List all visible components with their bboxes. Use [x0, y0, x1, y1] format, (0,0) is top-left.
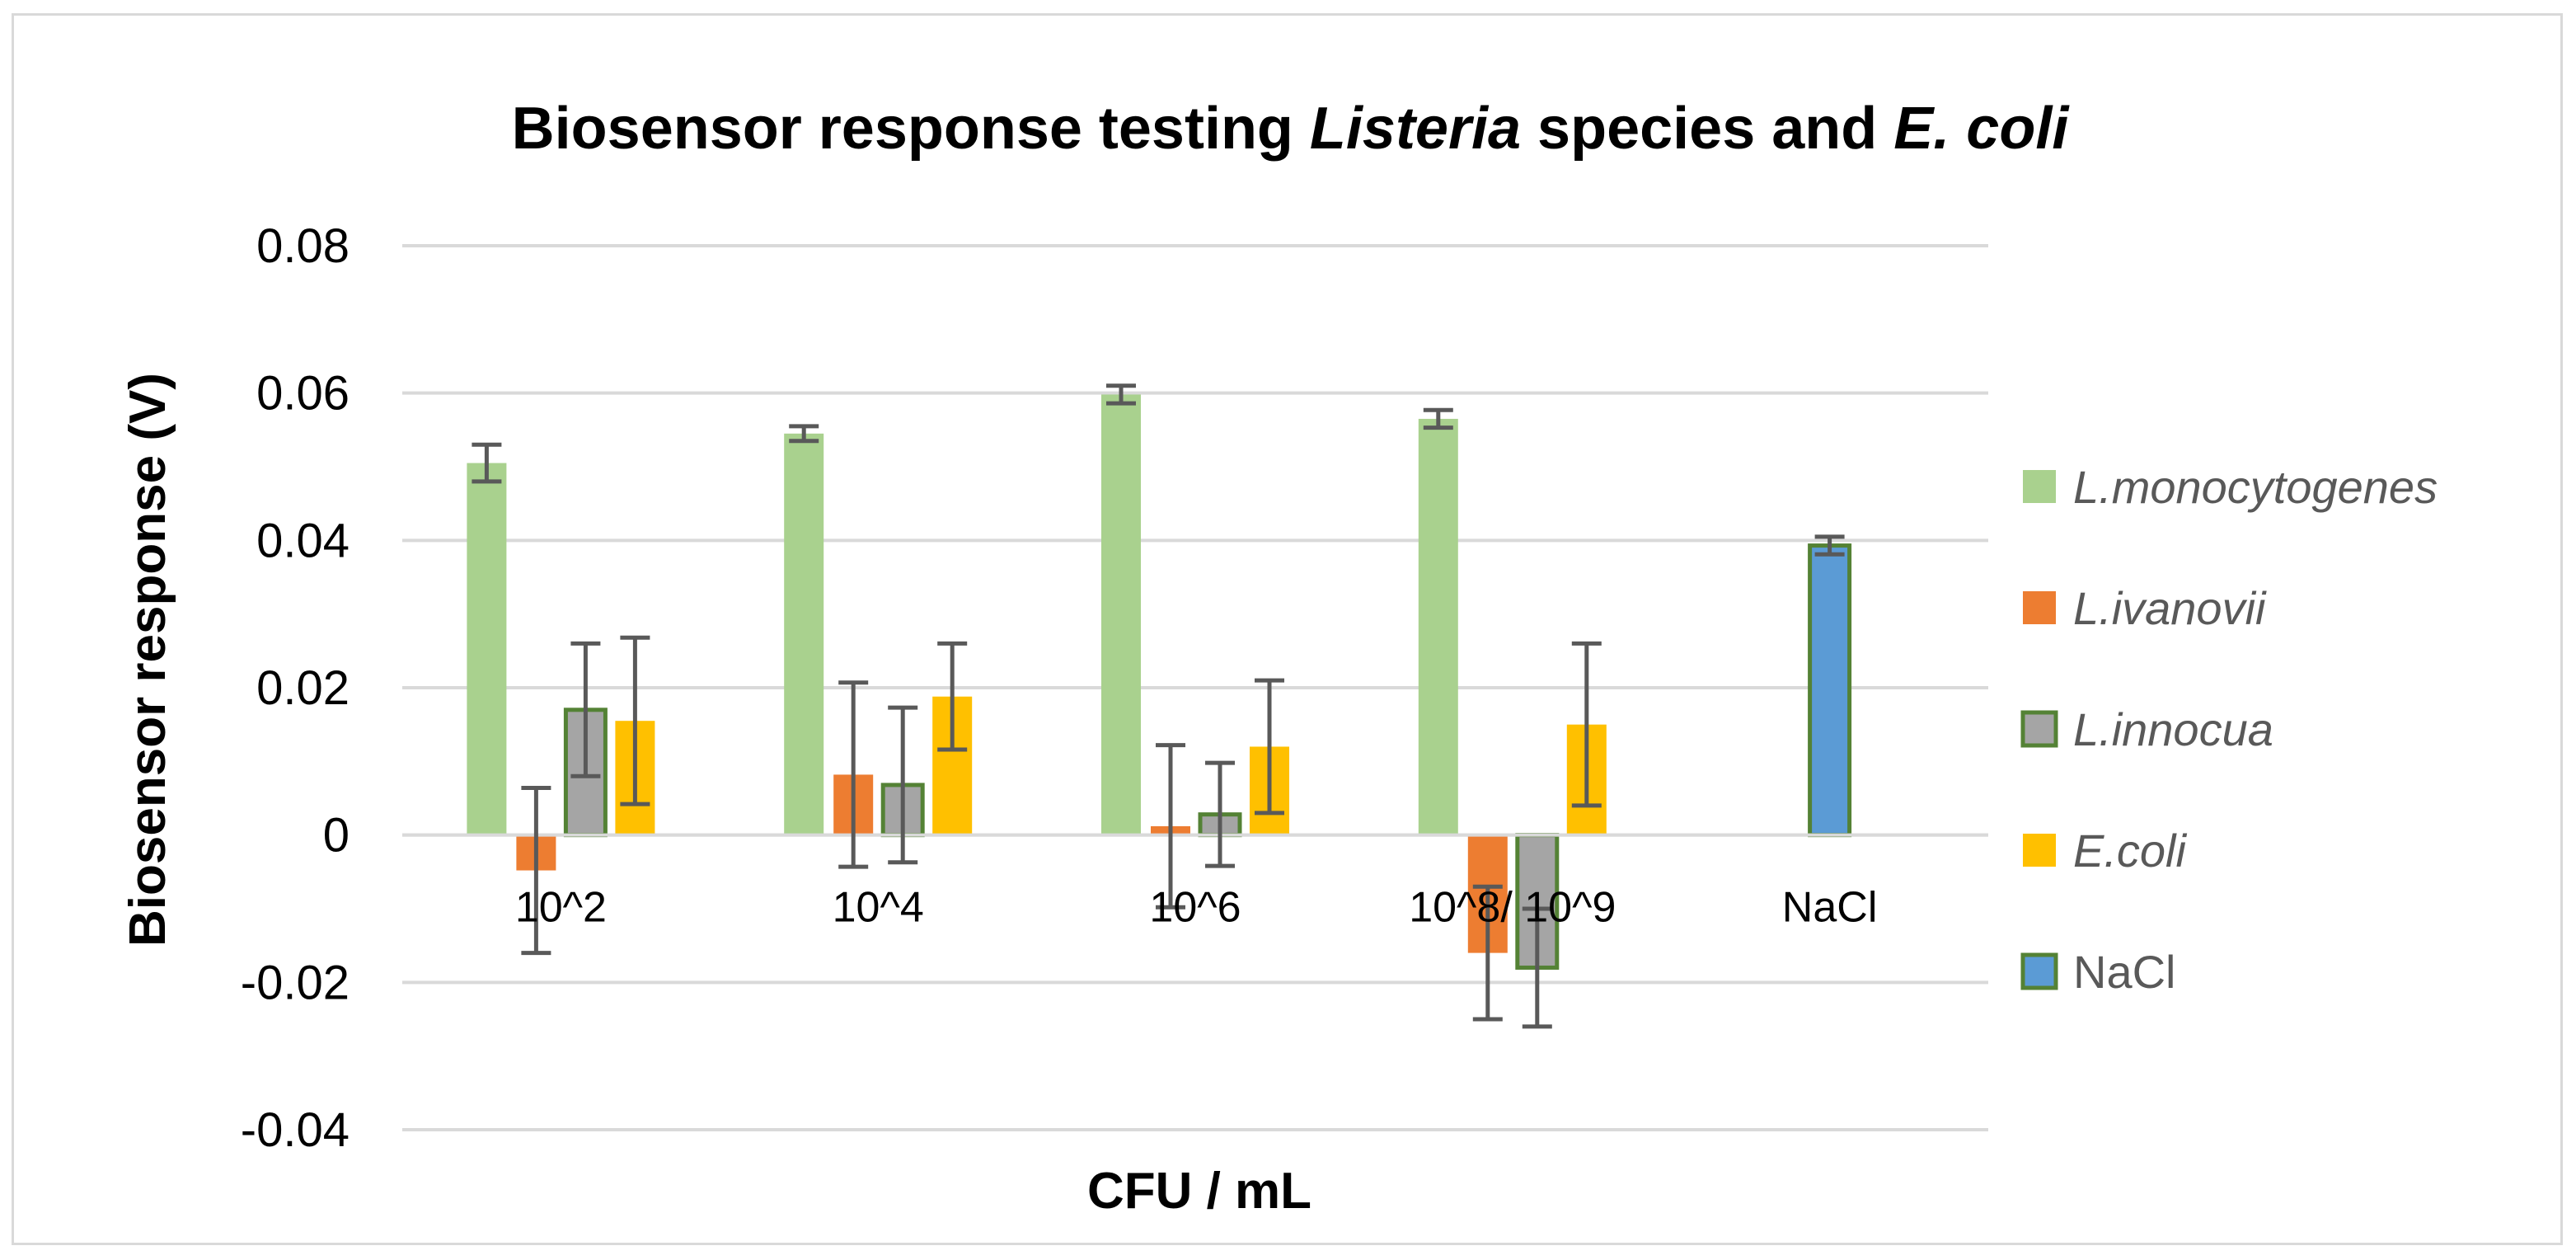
chart-title: Biosensor response testing Listeria spec… [512, 96, 2071, 162]
y-axis-ticks: -0.04 -0.02 0 0.02 0.04 0.06 0.08 [241, 219, 350, 1157]
bar-l-monocytogenes-3 [1418, 418, 1458, 835]
error-bar [838, 680, 869, 869]
error-bar [1814, 534, 1845, 557]
chart-frame [12, 13, 2563, 1245]
legend-swatch [2023, 591, 2056, 624]
error-bar [1522, 906, 1552, 1029]
legend-item-nacl: NaCl [2020, 946, 2175, 998]
y-tick-label: 0.08 [256, 219, 350, 273]
legend-swatch [2020, 710, 2058, 748]
error-bar [1156, 743, 1185, 910]
error-bar [1106, 383, 1136, 406]
legend-label: L.ivanovii [2073, 582, 2267, 634]
x-category-label: NaCl [1782, 884, 1878, 932]
y-tick-label: 0 [323, 809, 350, 863]
error-bar [1472, 884, 1503, 1022]
error-bar [1423, 407, 1453, 430]
bar-l-monocytogenes-0 [467, 463, 507, 835]
x-axis-categories: 10^2 10^4 10^6 10^8/ 10^9 NaCl [515, 884, 1878, 932]
bar-l-monocytogenes-1 [784, 433, 824, 835]
error-bar [521, 785, 551, 956]
x-category-label: 10^2 [515, 884, 607, 932]
error-bar [620, 635, 650, 806]
x-category-label: 10^8/ 10^9 [1409, 884, 1616, 932]
error-bar [1571, 641, 1602, 808]
gridlines [402, 244, 1988, 1131]
error-bar [570, 641, 601, 778]
error-bars [472, 383, 1845, 1029]
legend-label: L.innocua [2073, 703, 2273, 755]
y-tick-label: 0.02 [256, 661, 350, 715]
chart-title-part: E. coli [1893, 96, 2070, 162]
chart-title-part: species and [1521, 96, 1893, 162]
legend-swatch [2020, 952, 2058, 990]
bar-nacl-4 [1808, 543, 1852, 838]
legend-item-l-monocytogenes: L.monocytogenes [2023, 461, 2438, 513]
x-category-label: 10^4 [833, 884, 924, 932]
legend-swatch [2023, 470, 2056, 503]
chart-title-part: Listeria [1310, 96, 1521, 162]
error-bar [888, 705, 918, 865]
y-axis-title: Biosensor response (V) [120, 373, 176, 947]
bars [467, 394, 1852, 970]
y-tick-label: 0.06 [256, 367, 350, 421]
legend-item-e-coli: E.coli [2023, 825, 2187, 877]
bar-l-monocytogenes-2 [1101, 394, 1141, 835]
error-bar [1255, 678, 1284, 816]
legend-swatch [2023, 834, 2056, 867]
legend-label: NaCl [2073, 946, 2175, 998]
legend: L.monocytogenes L.ivanovii L.innocua E.coli… [2020, 461, 2438, 998]
legend-item-l-ivanovii: L.ivanovii [2023, 582, 2267, 634]
y-tick-label: -0.02 [241, 956, 350, 1009]
error-bar [937, 641, 968, 752]
error-bar [1205, 760, 1235, 868]
chart-title-part: Biosensor response testing [512, 96, 1310, 162]
legend-item-l-innocua: L.innocua [2020, 703, 2273, 755]
x-axis-title: CFU / mL [1087, 1163, 1311, 1220]
error-bar [472, 442, 502, 484]
legend-label: L.monocytogenes [2073, 461, 2438, 513]
y-tick-label: -0.04 [241, 1103, 350, 1157]
legend-label: E.coli [2073, 825, 2187, 877]
error-bar [789, 424, 819, 444]
x-category-label: 10^6 [1149, 884, 1241, 932]
y-tick-label: 0.04 [256, 514, 350, 567]
